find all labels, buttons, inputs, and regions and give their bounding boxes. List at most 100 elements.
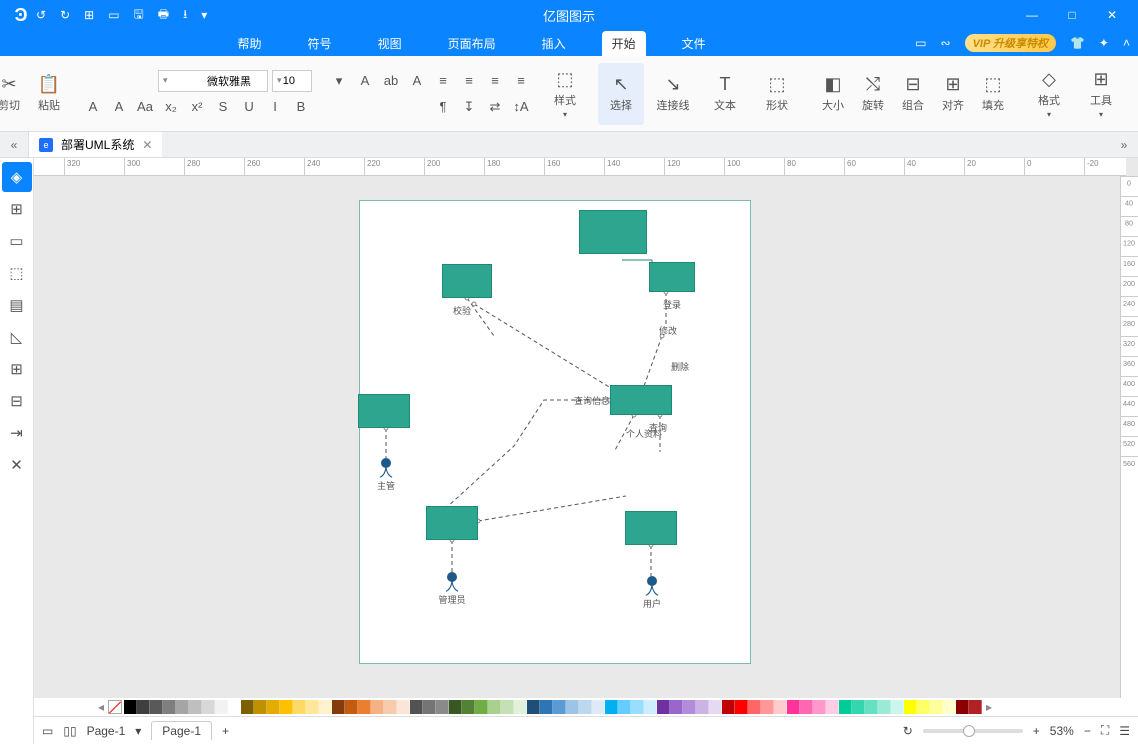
zoom-reset-icon[interactable]: ↻ [903,724,913,738]
canvas-scroll[interactable]: 登录校验查询修改删除个人资料查询信息人主管人管理员人用户 [34,176,1120,698]
color-swatch[interactable] [618,700,631,714]
side-shapes-icon[interactable]: ◈ [2,162,32,192]
color-swatch[interactable] [826,700,839,714]
color-swatch[interactable] [137,700,150,714]
qat-save-icon[interactable]: 🖫 [134,5,144,26]
color-swatch[interactable] [852,700,865,714]
menu-tab-开始[interactable]: 开始 [602,31,646,56]
view-mode-icon[interactable]: ▯▯ [63,724,76,738]
cut-button[interactable]: ✂剪切 [0,63,26,125]
color-swatch[interactable] [371,700,384,714]
palette-prev-icon[interactable]: ◂ [94,700,108,714]
color-swatch[interactable] [644,700,657,714]
para-button[interactable]: ≡ [458,70,480,92]
font-A-button[interactable]: A [82,96,104,118]
font-U-button[interactable]: U [238,96,260,118]
arrange-填充[interactable]: ⬚填充 [976,63,1010,125]
close-tab-icon[interactable]: ✕ [142,138,152,152]
font-family-select[interactable]: 微软雅黑 [158,70,268,92]
color-swatch[interactable] [579,700,592,714]
arrange-组合[interactable]: ⊟组合 [896,63,930,125]
palette-next-icon[interactable]: ▸ [982,700,996,714]
color-swatch[interactable] [878,700,891,714]
color-swatch[interactable] [904,700,917,714]
tool-连接线[interactable]: ↘连接线 [650,63,696,125]
side-container-icon[interactable]: ⊟ [2,386,32,416]
window-close-button[interactable]: ✕ [1092,0,1132,30]
page-tab[interactable]: Page-1 [151,721,212,740]
font-size-select[interactable]: 10 [272,70,312,92]
qat-new-icon[interactable]: ⊞ [84,8,94,22]
color-swatch[interactable] [839,700,852,714]
color-swatch[interactable] [462,700,475,714]
color-swatch[interactable] [501,700,514,714]
no-color-swatch[interactable] [108,700,122,714]
color-swatch[interactable] [267,700,280,714]
format-button[interactable]: ◇格式▾ [1026,63,1072,125]
side-table-icon[interactable]: ⊞ [2,354,32,384]
color-swatch[interactable] [345,700,358,714]
color-swatch[interactable] [800,700,813,714]
fullscreen-icon[interactable]: ⛶ [1101,723,1109,738]
color-swatch[interactable] [865,700,878,714]
color-swatch[interactable] [306,700,319,714]
menu-tab-文件[interactable]: 文件 [672,31,716,56]
window-min-button[interactable]: — [1012,0,1052,30]
color-swatch[interactable] [319,700,332,714]
color-swatch[interactable] [631,700,644,714]
uml-node[interactable] [426,506,478,540]
font-B-button[interactable]: B [290,96,312,118]
color-swatch[interactable] [410,700,423,714]
qat-export-icon[interactable]: ⭳ [183,5,187,26]
color-swatch[interactable] [748,700,761,714]
color-swatch[interactable] [397,700,410,714]
font-x²-button[interactable]: x² [186,96,208,118]
side-layer-icon[interactable]: ⬚ [2,258,32,288]
menu-tab-插入[interactable]: 插入 [532,31,576,56]
font-x₂-button[interactable]: x₂ [160,96,182,118]
color-swatch[interactable] [969,700,982,714]
menu-tab-帮助[interactable]: 帮助 [228,31,272,56]
tool-形状[interactable]: ⬚形状 [754,63,800,125]
uml-node[interactable] [649,262,695,292]
theme-icon[interactable]: ✦ [1099,36,1109,50]
color-swatch[interactable] [293,700,306,714]
comment-icon[interactable]: ▭ [915,36,926,50]
para-button[interactable]: A↕ [510,96,532,118]
qat-undo-icon[interactable]: ↺ [36,8,46,22]
qat-print-icon[interactable]: 🖶 [158,5,169,26]
color-swatch[interactable] [943,700,956,714]
side-chart-icon[interactable]: ◺ [2,322,32,352]
para-button[interactable]: ↧ [458,96,480,118]
paste-button[interactable]: 📋粘贴 [32,63,66,125]
font-I-button[interactable]: I [264,96,286,118]
color-swatch[interactable] [592,700,605,714]
para-button[interactable]: ≡ [432,70,454,92]
color-swatch[interactable] [358,700,371,714]
para-button[interactable]: ⇄ [484,96,506,118]
para-button[interactable]: ab [380,70,402,92]
color-swatch[interactable] [540,700,553,714]
color-swatch[interactable] [774,700,787,714]
color-swatch[interactable] [449,700,462,714]
uml-node[interactable] [442,264,492,298]
color-swatch[interactable] [813,700,826,714]
add-page-icon[interactable]: + [222,724,229,738]
color-swatch[interactable] [514,700,527,714]
uml-actor[interactable]: 人主管 [378,458,394,477]
arrange-对齐[interactable]: ⊞对齐 [936,63,970,125]
para-button[interactable]: ¶ [432,96,454,118]
color-swatch[interactable] [761,700,774,714]
color-swatch[interactable] [163,700,176,714]
color-swatch[interactable] [605,700,618,714]
vip-badge[interactable]: VIP 升级享特权 [965,34,1056,52]
color-swatch[interactable] [150,700,163,714]
color-swatch[interactable] [657,700,670,714]
presentation-icon[interactable]: ▭ [42,724,53,738]
window-max-button[interactable]: □ [1052,0,1092,30]
page-selector-dropdown[interactable]: ▾ [135,724,141,738]
shape-style-button[interactable]: ⬚样式▾ [548,63,582,125]
uml-actor[interactable]: 人管理员 [444,572,460,591]
color-swatch[interactable] [670,700,683,714]
color-swatch[interactable] [956,700,969,714]
